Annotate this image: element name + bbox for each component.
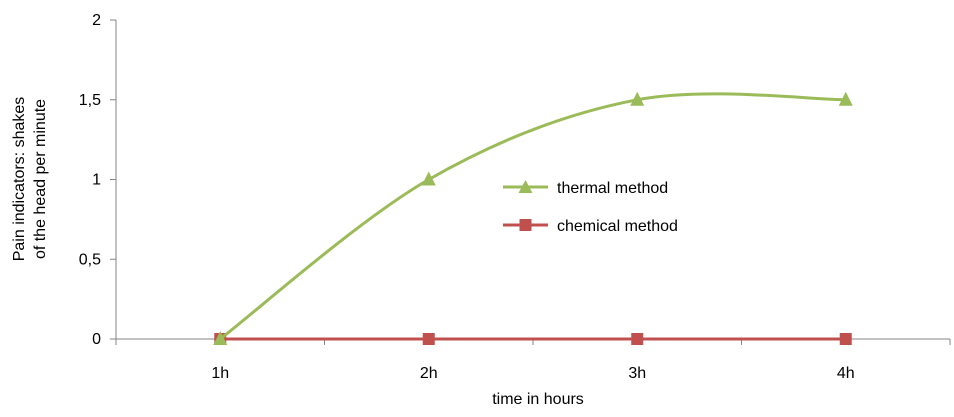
legend-marker-chemical — [519, 219, 532, 231]
legend-marker-thermal — [518, 180, 533, 193]
x-tick-label: 3h — [628, 365, 646, 382]
legend-item-thermal: thermal method — [503, 180, 668, 197]
series-group — [213, 91, 853, 345]
data-point-chemical — [631, 333, 644, 345]
y-tick-label: 2 — [92, 12, 101, 29]
y-tick-label: 1,5 — [79, 92, 101, 109]
legend-label-thermal: thermal method — [557, 180, 668, 197]
x-tick-label: 1h — [211, 365, 229, 382]
y-tick-label: 0,5 — [79, 251, 101, 268]
y-ticks: 0 0,5 1 1,5 2 — [79, 12, 116, 348]
y-tick-label: 0 — [92, 331, 101, 348]
data-point-chemical — [422, 333, 435, 345]
legend: thermal method chemical method — [503, 180, 678, 235]
data-point-chemical — [839, 333, 852, 345]
data-point-thermal — [838, 91, 853, 106]
legend-item-chemical: chemical method — [503, 218, 678, 235]
data-point-thermal — [213, 331, 228, 345]
y-axis-label-line-2: of the head per minute — [32, 99, 49, 259]
x-tick-label: 2h — [420, 365, 438, 382]
axes — [115, 20, 950, 340]
data-point-thermal — [421, 171, 436, 186]
y-tick-label: 1 — [92, 172, 101, 189]
series-line-thermal — [219, 92, 846, 341]
legend-label-chemical: chemical method — [557, 218, 678, 235]
x-ticks: 1h 2h 3h 4h — [115, 339, 951, 382]
y-axis-label-line-1: Pain indicators: shakes — [11, 97, 28, 262]
data-point-thermal — [630, 91, 645, 106]
x-axis-label: time in hours — [492, 391, 584, 408]
x-tick-label: 4h — [837, 365, 855, 382]
